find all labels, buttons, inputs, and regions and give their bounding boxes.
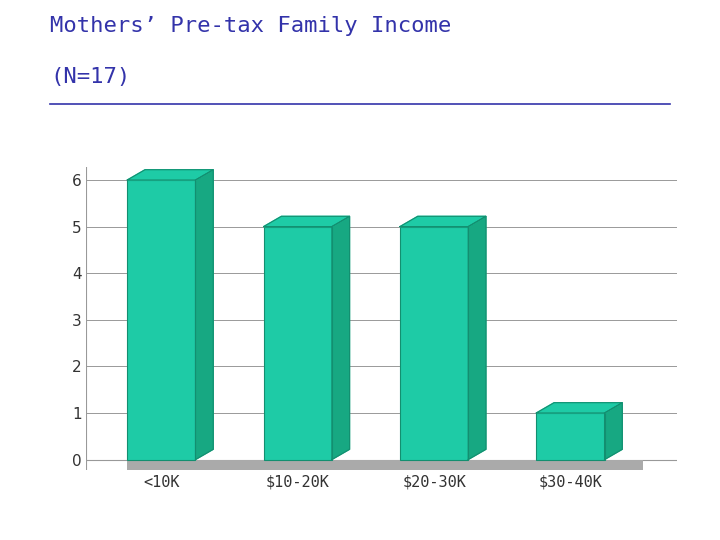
Polygon shape <box>400 217 486 227</box>
Polygon shape <box>536 403 622 413</box>
Polygon shape <box>264 217 349 227</box>
Bar <box>400 227 468 460</box>
Text: Mothers’ Pre-tax Family Income: Mothers’ Pre-tax Family Income <box>50 16 451 36</box>
Bar <box>127 180 196 460</box>
Polygon shape <box>127 170 213 180</box>
Polygon shape <box>605 403 622 460</box>
Bar <box>536 413 605 460</box>
Polygon shape <box>332 217 349 460</box>
Bar <box>127 460 643 470</box>
Polygon shape <box>196 170 213 460</box>
Polygon shape <box>468 217 486 460</box>
Text: (N=17): (N=17) <box>50 68 130 87</box>
Bar <box>264 227 332 460</box>
